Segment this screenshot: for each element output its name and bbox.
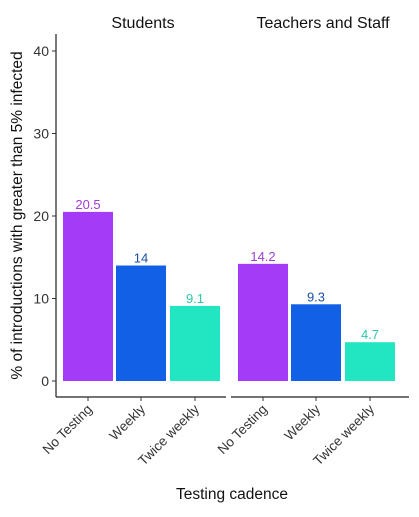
x-tick-label: Weekly — [281, 401, 323, 443]
bar-0-1 — [116, 265, 166, 381]
bar-value-label: 14.2 — [250, 249, 275, 264]
y-tick-label: 10 — [33, 291, 49, 307]
y-tick-label: 20 — [33, 208, 49, 224]
bar-value-label: 20.5 — [75, 197, 100, 212]
bar-1-0 — [238, 263, 288, 381]
y-tick-label: 0 — [41, 373, 49, 389]
x-tick-label: No Testing — [40, 402, 96, 458]
bar-1-2 — [345, 342, 395, 381]
x-tick-label: Weekly — [106, 401, 148, 443]
bar-value-label: 4.7 — [361, 327, 379, 342]
bar-value-label: 14 — [134, 251, 148, 266]
bar-value-label: 9.1 — [186, 291, 204, 306]
bar-value-label: 9.3 — [307, 289, 325, 304]
y-axis-title: % of introductions with greater than 5% … — [9, 51, 26, 379]
panel-title: Teachers and Staff — [256, 15, 390, 32]
y-tick-label: 40 — [33, 43, 49, 59]
panel-title: Students — [111, 15, 174, 32]
bar-0-0 — [63, 211, 113, 381]
y-tick-label: 30 — [33, 126, 49, 142]
bar-1-1 — [291, 304, 341, 381]
x-axis-title: Testing cadence — [176, 486, 288, 503]
x-tick-label: No Testing — [215, 402, 271, 458]
bar-0-2 — [170, 305, 220, 381]
